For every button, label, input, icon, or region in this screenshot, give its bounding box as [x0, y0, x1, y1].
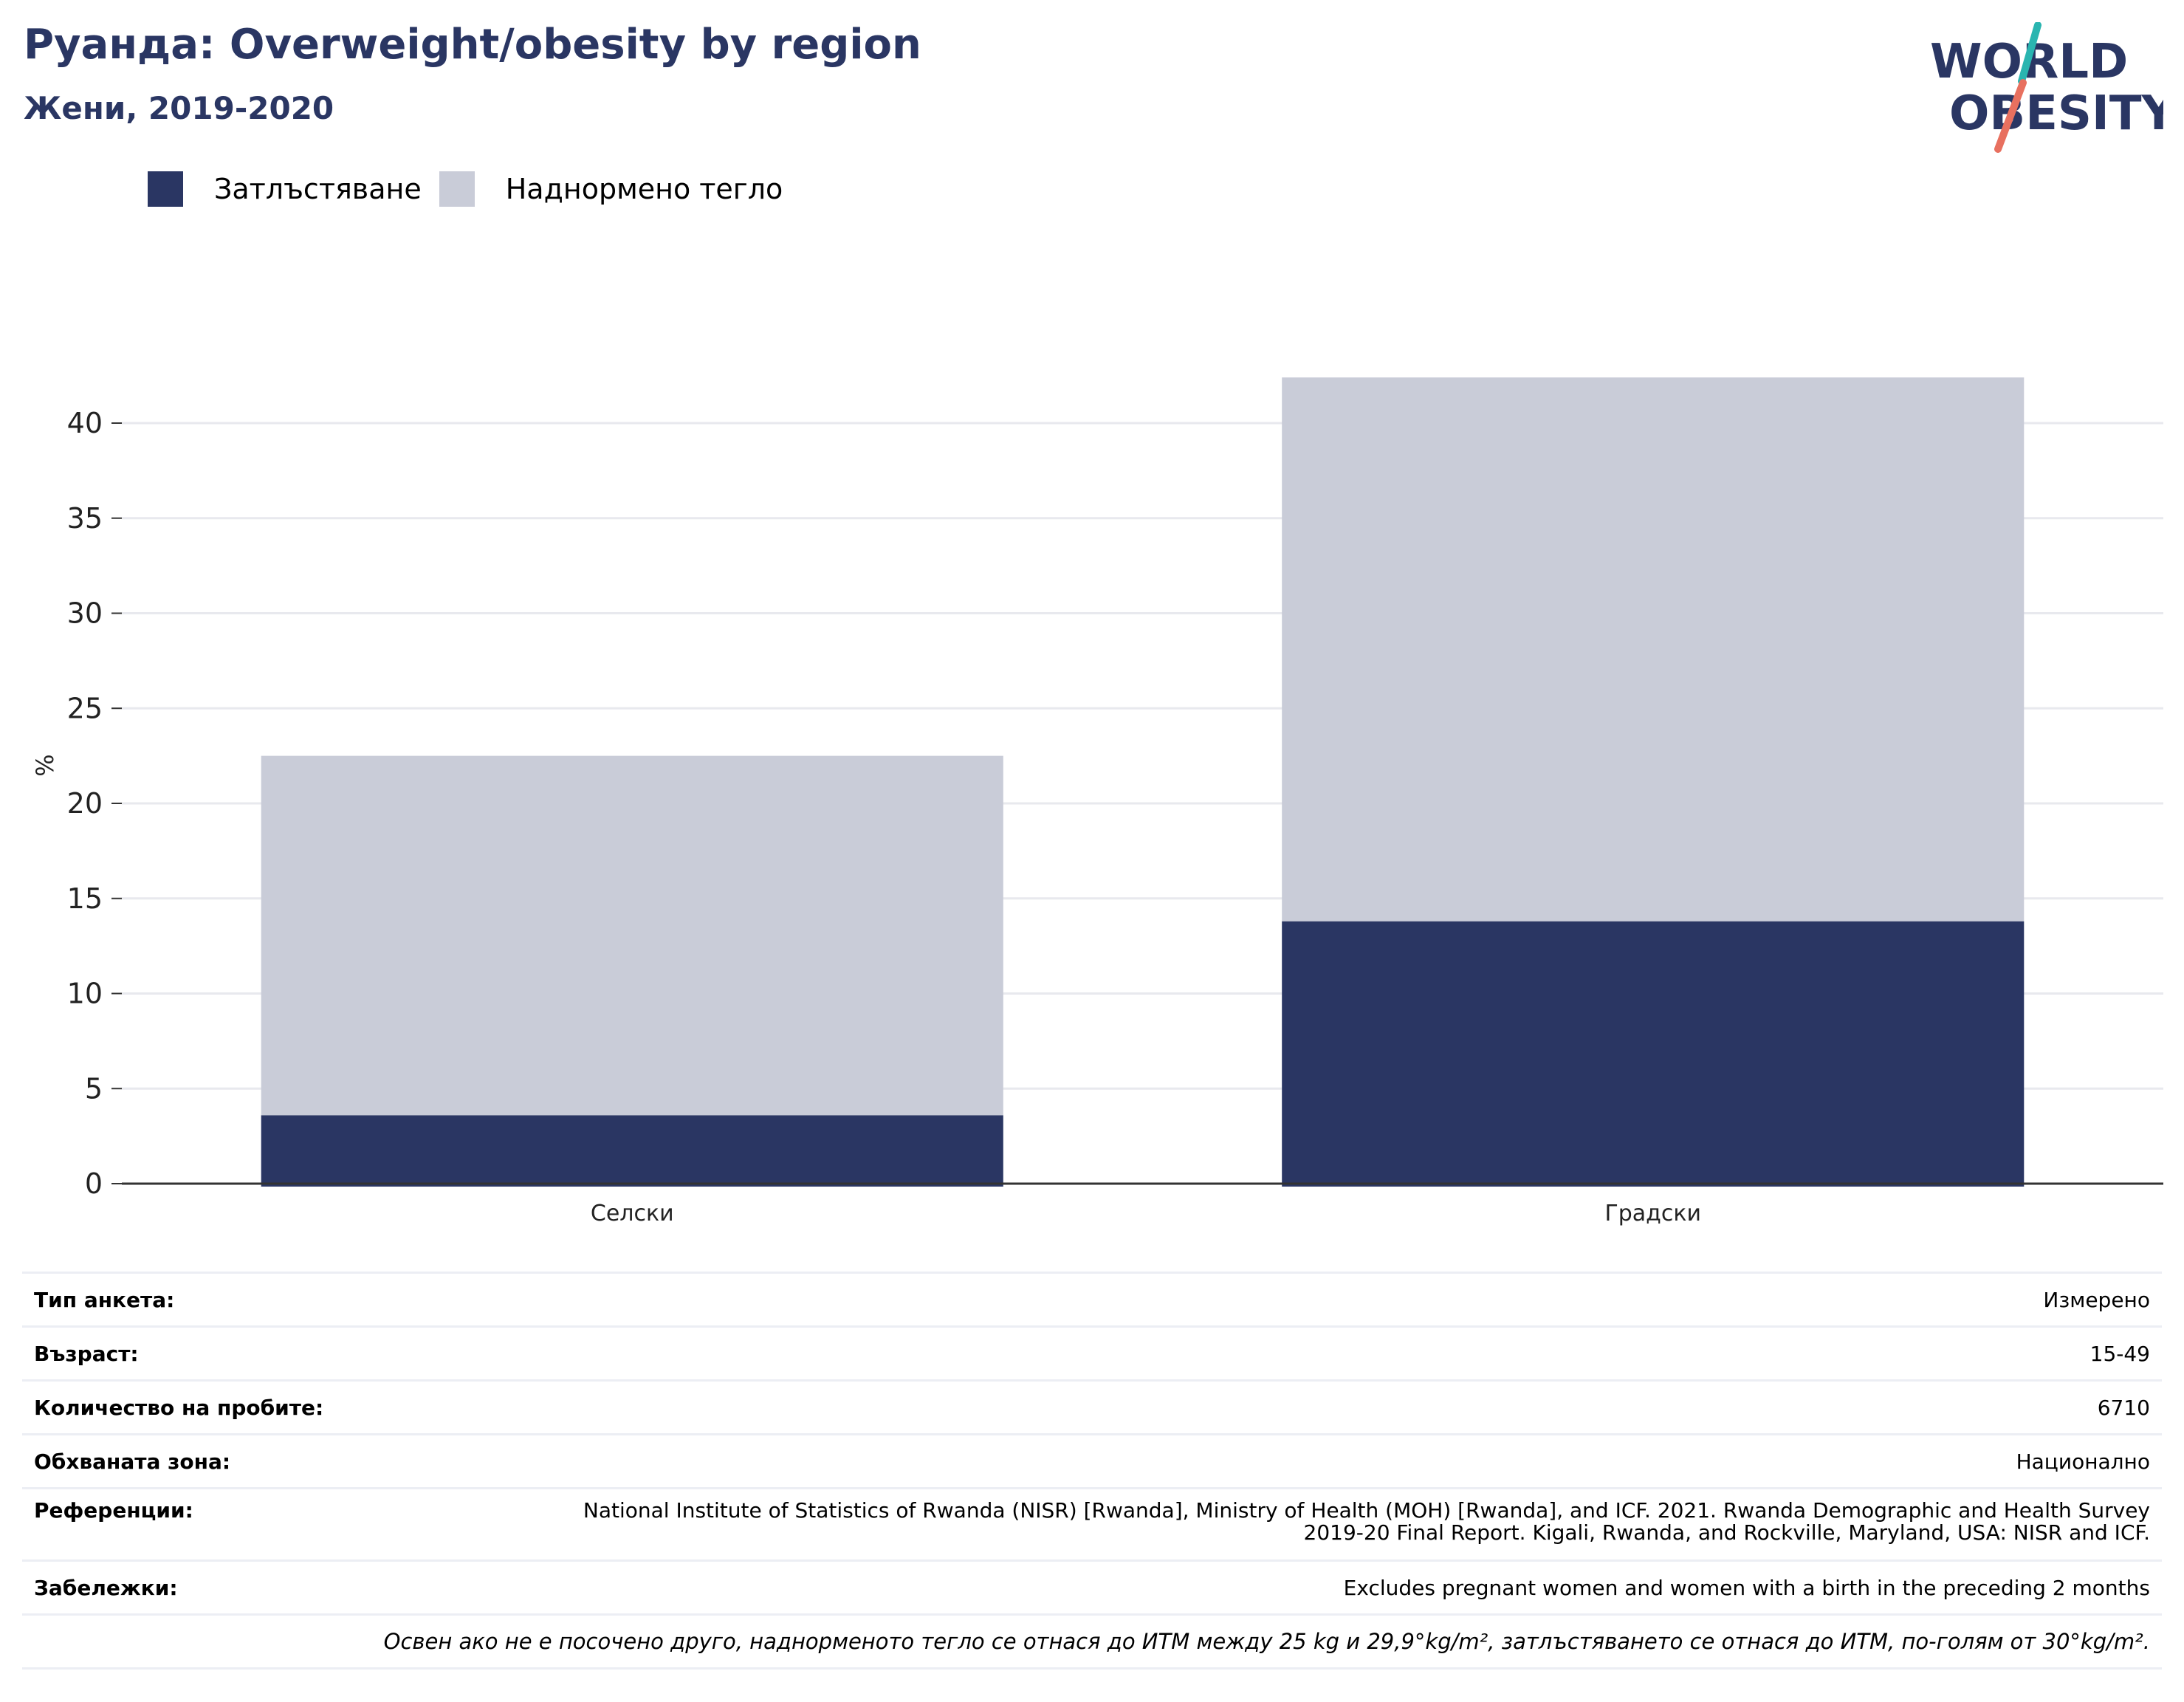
info-key: Възраст: [34, 1341, 139, 1366]
info-row-survey-type: Тип анкета: Измерено [22, 1272, 2162, 1325]
chart-legend: Затлъстяване Наднормено тегло [148, 171, 800, 207]
x-category-label: Градски [1604, 1201, 1701, 1226]
info-key: Количество на пробите: [34, 1395, 324, 1420]
y-tick-label: 5 [85, 1072, 103, 1105]
y-tick-label: 20 [67, 787, 103, 820]
logo-coral-stroke [1994, 79, 2027, 153]
y-tick-label: 10 [67, 978, 103, 1010]
y-tick-label: 40 [67, 407, 103, 439]
logo-word-obesity: OBESITY [1949, 86, 2163, 141]
chart-subtitle: Жени, 2019-2020 [24, 90, 334, 126]
y-tick-label: 25 [67, 692, 103, 724]
y-tick-label: 35 [67, 502, 103, 535]
y-tick-label: 15 [67, 882, 103, 915]
legend-item-obesity[interactable]: Затлъстяване [148, 171, 422, 207]
info-row-sample-size: Количество на пробите: 6710 [22, 1379, 2162, 1433]
y-tick-label: 0 [85, 1167, 103, 1200]
info-row-references: Референции: National Institute of Statis… [22, 1487, 2162, 1559]
info-value: Excludes pregnant women and women with a… [1343, 1575, 2150, 1600]
legend-label-overweight: Наднормено тегло [505, 173, 783, 205]
info-key: Забележки: [34, 1575, 178, 1600]
survey-info-table: Тип анкета: Измерено Възраст: 15-49 Коли… [22, 1272, 2162, 1670]
bar-segment-obesity [1282, 921, 2025, 1187]
bar-segment-overweight [261, 755, 1003, 1116]
bar-chart: 0 5 10 15 20 25 30 35 40% Селски Градски [31, 377, 2163, 1226]
bar-segment-obesity [261, 1115, 1003, 1187]
info-row-age: Възраст: 15-49 [22, 1325, 2162, 1379]
info-value: Измерено [2043, 1287, 2150, 1312]
info-key: Референции: [34, 1498, 193, 1523]
footnote: Освен ако не е посочено друго, наднормен… [22, 1613, 2162, 1670]
legend-swatch-overweight [439, 171, 475, 207]
legend-label-obesity: Затлъстяване [214, 173, 422, 205]
info-value: National Institute of Statistics of Rwan… [583, 1498, 2150, 1545]
info-value: 6710 [2097, 1395, 2150, 1420]
y-axis-label: % [31, 754, 59, 776]
info-value: 15-49 [2089, 1341, 2150, 1366]
legend-swatch-obesity [148, 171, 183, 207]
chart-title: Руанда: Overweight/obesity by region [24, 21, 921, 69]
legend-item-overweight[interactable]: Наднормено тегло [439, 171, 783, 207]
info-key: Обхваната зона: [34, 1449, 231, 1474]
bar-segment-overweight [1282, 377, 2025, 922]
info-row-notes: Забележки: Excludes pregnant women and w… [22, 1559, 2162, 1613]
y-tick-label: 30 [67, 597, 103, 630]
x-category-label: Селски [591, 1201, 674, 1226]
info-row-area: Обхваната зона: Национално [22, 1433, 2162, 1487]
logo-teal-stroke [2018, 22, 2042, 85]
world-obesity-logo: WORLD OBESITY [1930, 22, 2163, 153]
info-value: Национално [2016, 1449, 2150, 1474]
info-key: Тип анкета: [34, 1287, 175, 1312]
